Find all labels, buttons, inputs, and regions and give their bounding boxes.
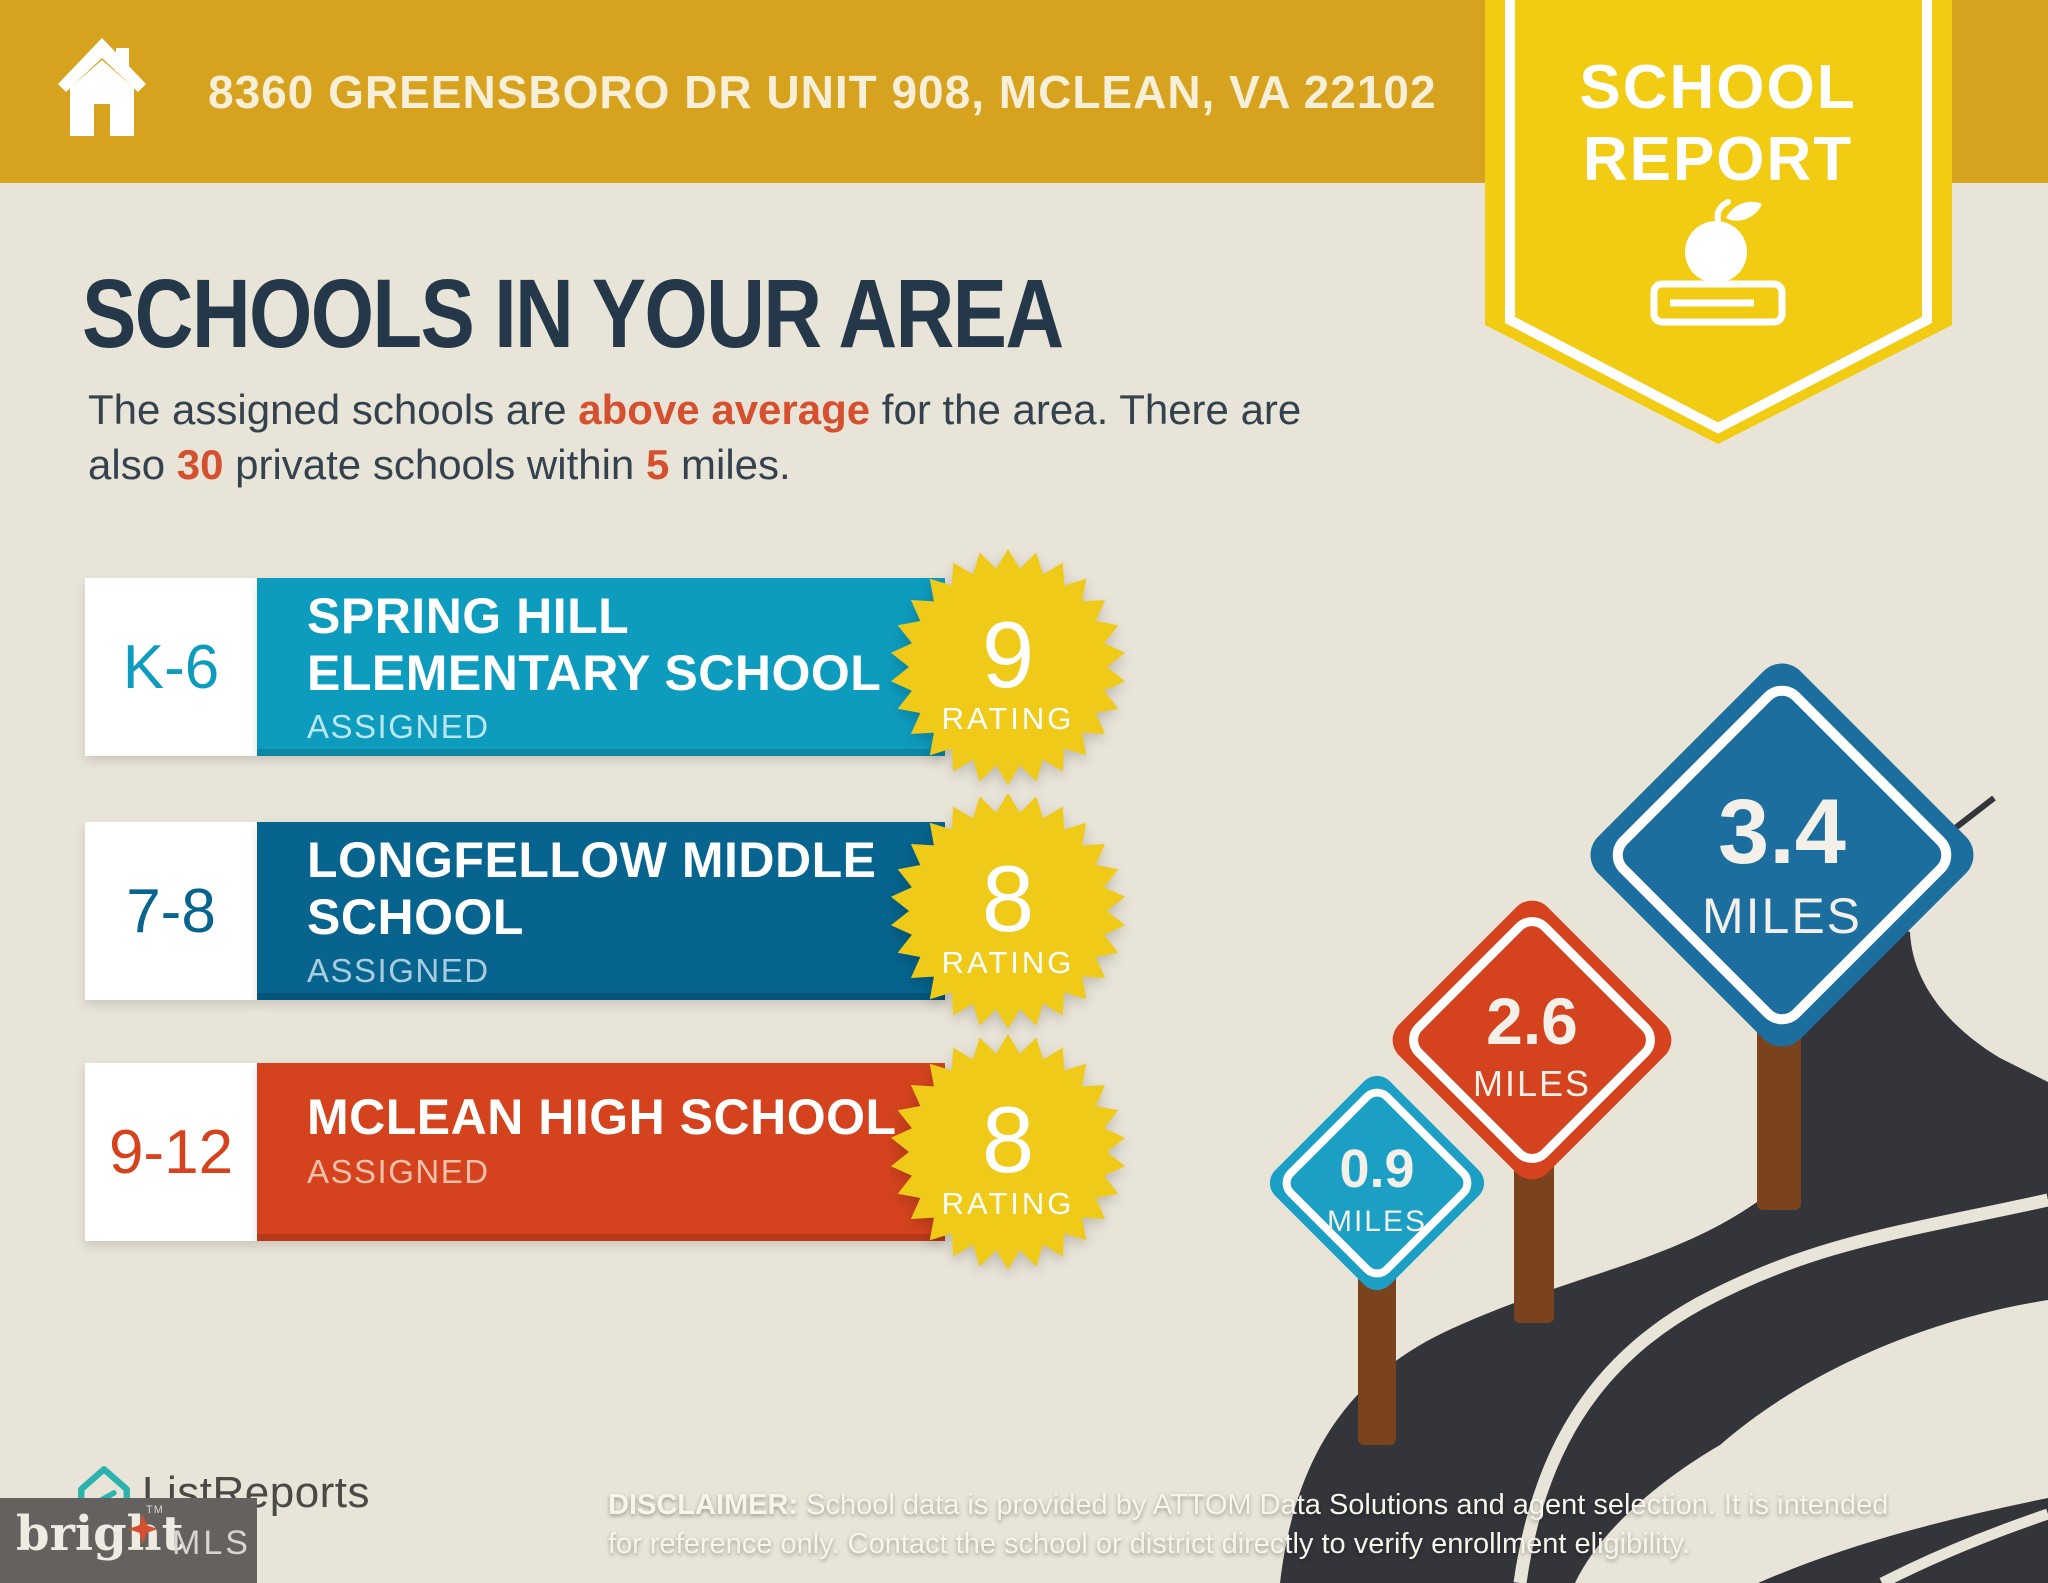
rating-starburst: 9 RATING <box>890 549 1126 785</box>
road-center-line <box>1513 1193 2048 1583</box>
distance-sign-elementary: 0.9 MILES <box>1269 1075 1485 1291</box>
rating-starburst: 8 RATING <box>890 1034 1126 1270</box>
school-bar: SPRING HILL ELEMENTARY SCHOOL ASSIGNED <box>257 578 945 756</box>
rating-label: RATING <box>942 945 1075 980</box>
disclaimer: DISCLAIMER: School data is provided by A… <box>608 1489 1889 1561</box>
distance-value: 2.6 <box>1486 984 1578 1058</box>
grade-range: 9-12 <box>85 1063 257 1241</box>
disclaimer-label: DISCLAIMER: <box>608 1489 799 1521</box>
distance-value: 3.4 <box>1718 781 1846 883</box>
home-icon <box>58 38 146 136</box>
distance-unit: MILES <box>1473 1063 1591 1104</box>
rating-value: 8 <box>982 1087 1034 1192</box>
distance-unit: MILES <box>1327 1205 1427 1238</box>
grade-range: K-6 <box>85 578 257 756</box>
assigned-label: ASSIGNED <box>307 952 490 989</box>
page-title: SCHOOLS IN YOUR AREA <box>82 259 1064 368</box>
grade-range: 7-8 <box>85 822 257 1000</box>
subtitle-text: The assigned schools are <box>88 386 579 433</box>
school-report-ribbon: SCHOOL REPORT <box>1485 0 1952 444</box>
trademark-symbol: TM <box>146 1504 164 1516</box>
mls-wordmark: MLS <box>172 1524 251 1562</box>
road-corner-line <box>1879 1508 2048 1583</box>
subtitle-highlight-above-average: above average <box>578 386 871 433</box>
school-name: MCLEAN HIGH SCHOOL <box>307 1089 897 1145</box>
distance-sign-high: 3.4 MILES <box>1590 663 1974 1047</box>
bright-wordmark: bright <box>16 1506 184 1562</box>
distance-value: 0.9 <box>1339 1139 1414 1199</box>
subtitle: The assigned schools are above average f… <box>88 386 1302 489</box>
school-name: LONGFELLOW MIDDLE SCHOOL <box>307 832 877 945</box>
rating-label: RATING <box>942 701 1075 736</box>
school-name: SPRING HILL ELEMENTARY SCHOOL <box>307 588 882 701</box>
school-bar: MCLEAN HIGH SCHOOL ASSIGNED <box>257 1063 945 1241</box>
assigned-label: ASSIGNED <box>307 708 490 745</box>
ribbon-line1: SCHOOL <box>1579 53 1856 122</box>
school-row-elementary: K-6 SPRING HILL ELEMENTARY SCHOOL ASSIGN… <box>85 549 1130 785</box>
assigned-label: ASSIGNED <box>307 1152 490 1190</box>
subtitle-highlight-count: 30 <box>176 441 224 489</box>
school-row-middle: 7-8 LONGFELLOW MIDDLE SCHOOL ASSIGNED 8 … <box>85 793 1130 1029</box>
rating-value: 9 <box>982 602 1034 707</box>
rating-value: 8 <box>982 846 1034 951</box>
property-address: 8360 GREENSBORO DR UNIT 908, MCLEAN, VA … <box>208 65 1437 118</box>
subtitle-highlight-radius: 5 <box>645 441 670 489</box>
ribbon-line2: REPORT <box>1583 125 1853 194</box>
road-corner <box>1758 1498 2048 1583</box>
road-body <box>1280 910 2048 1583</box>
rating-starburst: 8 RATING <box>890 793 1126 1029</box>
bright-mls-logo: bright TM MLS <box>0 1498 257 1583</box>
apple-on-book-icon <box>1650 199 1786 326</box>
bright-star-icon <box>128 1514 158 1544</box>
school-row-high: 9-12 MCLEAN HIGH SCHOOL ASSIGNED 8 RATIN… <box>85 1034 1130 1270</box>
distance-sign-middle: 2.6 MILES <box>1392 900 1672 1180</box>
distance-unit: MILES <box>1702 888 1862 944</box>
school-bar: LONGFELLOW MIDDLE SCHOOL ASSIGNED <box>257 822 945 1000</box>
rating-label: RATING <box>942 1186 1075 1221</box>
